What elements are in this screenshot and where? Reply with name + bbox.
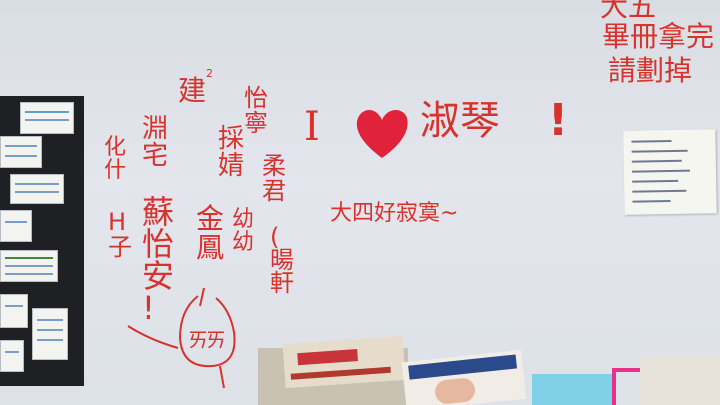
notice-card <box>10 174 64 204</box>
word-yi-ning: 怡 寧 <box>244 84 268 138</box>
taped-note <box>623 129 717 215</box>
word-su-yi-an: 蘇 怡 安 ! <box>142 193 175 327</box>
bulletin-board <box>0 96 84 386</box>
magazine-cover <box>282 335 406 389</box>
word-cai-jing: 採 婧 <box>218 124 245 182</box>
word-yang-xuan: ( 暘 軒 <box>270 223 294 297</box>
heart-icon <box>356 110 408 158</box>
word-hua-shi: 化 什 <box>104 135 127 184</box>
notice-card <box>20 102 74 134</box>
love-i: I <box>304 104 320 150</box>
top-right-line-1: 大五 <box>600 0 657 23</box>
word-h-zi: H 子 <box>108 208 132 262</box>
word-you-you: 幼 幼 <box>232 207 255 256</box>
notice-card <box>32 308 68 360</box>
notice-card <box>0 250 58 282</box>
top-right-line-2: 畢冊拿完 <box>602 20 715 53</box>
lonely-text: 大四好寂寞~ <box>330 201 459 226</box>
word-jin-feng: 金 鳳 <box>196 202 225 265</box>
doodle-face-icon <box>127 287 236 389</box>
love-name: 淑琴 <box>420 98 500 144</box>
word-yuan-zhai: 淵 宅 <box>142 114 169 172</box>
word-jian: 建 <box>178 74 207 107</box>
book <box>532 374 612 405</box>
word-rou-jun: 柔 君 <box>262 152 286 206</box>
doodle-face-text: ㄞ <box>206 328 226 352</box>
magazine-cover <box>401 349 527 405</box>
notice-card <box>0 210 32 242</box>
top-right-line-3: 請劃掉 <box>608 54 693 87</box>
papers <box>640 356 720 405</box>
love-exclamation: ! <box>548 95 569 146</box>
notice-card <box>0 340 24 372</box>
notice-card <box>0 294 28 328</box>
notice-card <box>0 136 42 168</box>
doodle-face-text: ㄞ <box>188 328 208 352</box>
superscript-2: 2 <box>206 67 213 80</box>
